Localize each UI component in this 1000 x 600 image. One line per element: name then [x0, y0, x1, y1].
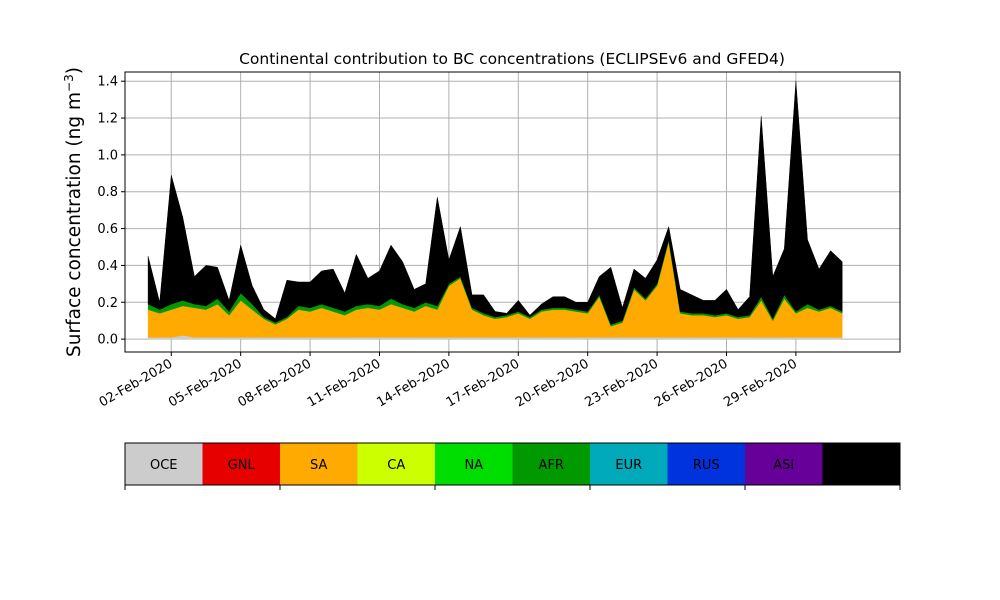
- legend-swatch-eur: [590, 443, 668, 485]
- area-series-aus: [147, 81, 843, 325]
- y-axis: 0.0 0.2 0.4 0.6 0.8 1.0 1.2 1.4: [97, 75, 125, 348]
- legend-label-ca: CA: [387, 458, 405, 473]
- legend-label-oce: OCE: [150, 458, 178, 473]
- y-axis-label-main: Surface concentration (ng m: [64, 92, 85, 357]
- chart-title: Continental contribution to BC concentra…: [239, 50, 785, 68]
- legend-swatch-rus: [667, 443, 745, 485]
- y-axis-label: Surface concentration (ng m−3): [62, 67, 85, 357]
- x-tick-label: 11-Feb-2020: [305, 356, 384, 410]
- y-tick-label: 0.0: [97, 333, 118, 348]
- y-axis-label-close: ): [64, 67, 85, 74]
- x-tick-label: 17-Feb-2020: [444, 356, 523, 410]
- x-tick-label: 26-Feb-2020: [652, 356, 731, 410]
- y-tick-label: 0.2: [97, 296, 118, 311]
- x-tick-label: 08-Feb-2020: [236, 356, 315, 410]
- legend-swatch-oce: [125, 443, 203, 485]
- legend-label-na: NA: [464, 458, 483, 473]
- legend-colorbar: OCE GNL SA CA NA AFR EUR RUS ASI AUS: [124, 442, 901, 490]
- y-tick-label: 1.0: [97, 148, 118, 163]
- legend-label-aus: AUS: [848, 458, 875, 473]
- y-tick-label: 0.8: [97, 185, 118, 200]
- legend-swatch-asi: [745, 443, 823, 485]
- plot-frame: [124, 71, 901, 353]
- legend-frame: [124, 442, 901, 486]
- legend-label-rus: RUS: [693, 458, 720, 473]
- legend-swatch-sa: [280, 443, 358, 485]
- legend-swatch-afr: [512, 443, 590, 485]
- legend-label-gnl: GNL: [228, 458, 256, 473]
- x-tick-label: 29-Feb-2020: [721, 356, 800, 410]
- y-axis-label-superscript: −3: [62, 74, 76, 92]
- legend-label-asi: ASI: [773, 458, 794, 473]
- y-tick-label: 1.4: [97, 75, 118, 90]
- legend-swatch-na: [435, 443, 513, 485]
- x-tick-label: 20-Feb-2020: [513, 356, 592, 410]
- legend-label-sa: SA: [310, 458, 327, 473]
- x-tick-label: 14-Feb-2020: [374, 356, 453, 410]
- stacked-areas: [147, 81, 843, 340]
- x-tick-label: 05-Feb-2020: [166, 356, 245, 410]
- legend-swatch-gnl: [202, 443, 280, 485]
- y-tick-label: 1.2: [97, 112, 118, 127]
- legend-swatch-ca: [357, 443, 435, 485]
- x-tick-label: 02-Feb-2020: [97, 356, 176, 410]
- legend-swatch-aus: [822, 443, 900, 485]
- x-axis: 02-Feb-202005-Feb-202008-Feb-202011-Feb-…: [97, 352, 800, 410]
- plot-area: 0.0 0.2 0.4 0.6 0.8 1.0 1.2 1.4 02-Feb-202005-F…: [97, 71, 901, 410]
- x-tick-label: 23-Feb-2020: [583, 356, 662, 410]
- legend-label-eur: EUR: [615, 458, 642, 473]
- y-tick-label: 0.6: [97, 222, 118, 237]
- y-tick-label: 0.4: [97, 259, 118, 274]
- legend-label-afr: AFR: [539, 458, 564, 473]
